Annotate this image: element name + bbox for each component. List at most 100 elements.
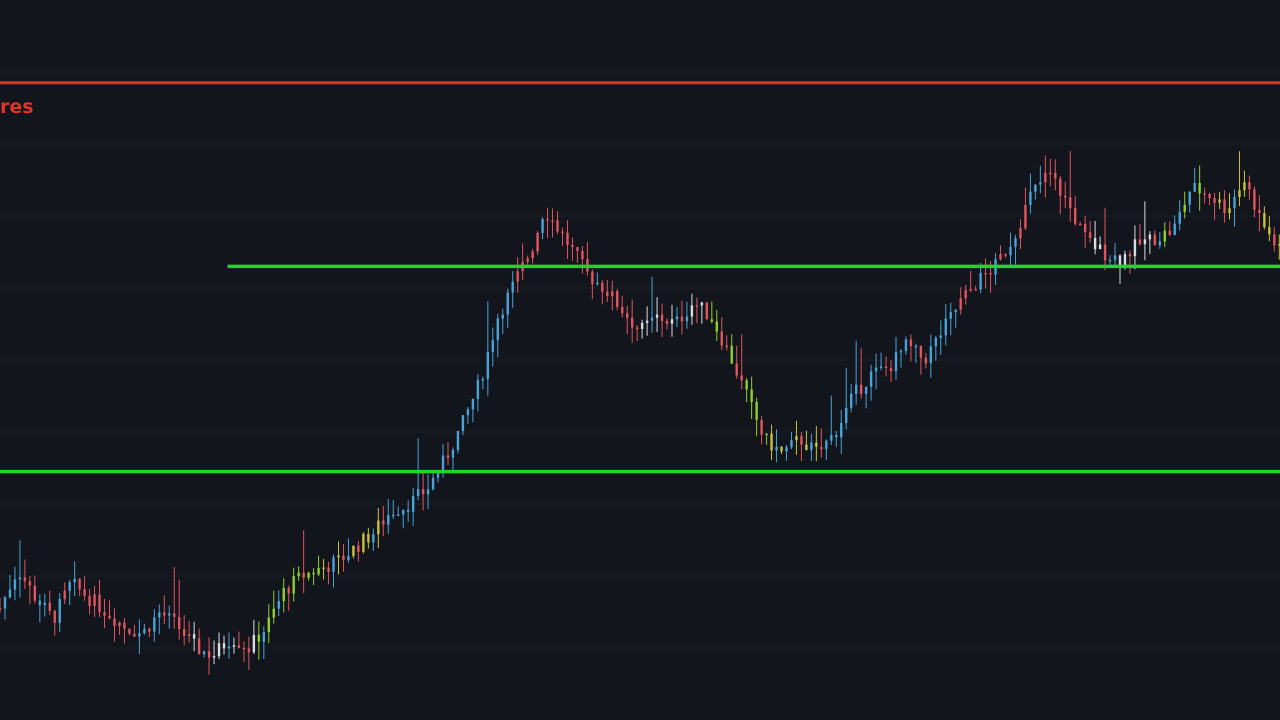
candle bbox=[1188, 191, 1191, 213]
candle bbox=[207, 637, 211, 675]
candle-body bbox=[720, 331, 723, 346]
candle bbox=[521, 243, 524, 280]
candle bbox=[830, 395, 833, 446]
candle-body bbox=[451, 449, 455, 458]
candle bbox=[307, 571, 310, 581]
candle bbox=[501, 308, 504, 335]
candle-body bbox=[1183, 204, 1186, 212]
grid-lines bbox=[0, 71, 1280, 649]
candle bbox=[1113, 243, 1117, 267]
candle-body bbox=[1153, 234, 1157, 246]
candle bbox=[187, 620, 191, 643]
candle bbox=[292, 567, 295, 602]
candle-body bbox=[695, 305, 699, 307]
candle bbox=[1193, 167, 1196, 192]
candle bbox=[337, 541, 340, 575]
candle-body bbox=[526, 258, 529, 262]
candle-body bbox=[581, 251, 584, 260]
candle bbox=[1078, 221, 1082, 226]
candle bbox=[670, 304, 674, 337]
candle bbox=[33, 575, 37, 604]
candle bbox=[1153, 230, 1157, 246]
candle-body bbox=[1258, 209, 1261, 214]
candle-body bbox=[212, 656, 216, 658]
candle-body bbox=[745, 380, 748, 390]
candle-body bbox=[1178, 211, 1181, 224]
candle bbox=[1088, 221, 1092, 243]
candle bbox=[277, 590, 280, 616]
candle bbox=[735, 345, 738, 379]
candle-body bbox=[979, 272, 982, 290]
candle bbox=[914, 343, 918, 363]
candle-body bbox=[1103, 244, 1107, 261]
candle-body bbox=[242, 647, 246, 650]
candle-body bbox=[1074, 208, 1077, 224]
candle-body bbox=[8, 589, 12, 598]
candle bbox=[357, 540, 360, 562]
candle-body bbox=[1168, 230, 1171, 235]
candle bbox=[451, 447, 455, 472]
candle-body bbox=[571, 244, 574, 248]
candle-body bbox=[13, 579, 17, 590]
candle bbox=[1029, 173, 1032, 214]
candle bbox=[730, 334, 733, 365]
candle bbox=[143, 623, 146, 635]
candle-body bbox=[1193, 182, 1196, 192]
candle-body bbox=[1163, 230, 1166, 242]
candle-body bbox=[257, 634, 261, 642]
candle bbox=[78, 578, 81, 596]
candle-body bbox=[307, 572, 310, 578]
candle bbox=[566, 220, 569, 260]
candle-body bbox=[675, 316, 679, 320]
candle-body bbox=[461, 415, 465, 431]
candle bbox=[192, 621, 196, 652]
candle-body bbox=[476, 379, 480, 399]
candle-body bbox=[959, 298, 962, 310]
candle bbox=[63, 582, 66, 604]
candle-body bbox=[287, 587, 290, 594]
candle-body bbox=[596, 282, 599, 285]
candle bbox=[630, 299, 634, 343]
candle bbox=[1203, 187, 1206, 204]
candle-body bbox=[362, 533, 365, 552]
candle-body bbox=[1158, 241, 1162, 246]
candle-body bbox=[810, 442, 813, 451]
candle-body bbox=[1069, 197, 1072, 209]
candle-body bbox=[531, 251, 534, 259]
candle-body bbox=[28, 581, 32, 586]
candle-body bbox=[954, 309, 957, 313]
candle bbox=[725, 335, 728, 351]
candle-body bbox=[491, 340, 494, 352]
candle-body bbox=[217, 643, 221, 657]
candle-body bbox=[1108, 259, 1112, 262]
candle bbox=[247, 636, 251, 671]
candle-body bbox=[377, 520, 380, 535]
candle-body bbox=[237, 645, 241, 648]
candle bbox=[1248, 175, 1251, 200]
candle-body bbox=[207, 651, 211, 658]
candle bbox=[1258, 195, 1261, 232]
candle bbox=[586, 241, 589, 276]
candle bbox=[894, 337, 898, 380]
candle-body bbox=[1253, 189, 1256, 210]
candle-body bbox=[352, 545, 355, 557]
candle bbox=[227, 632, 231, 659]
candle-body bbox=[222, 643, 226, 649]
candle bbox=[665, 318, 669, 330]
candle-body bbox=[1024, 204, 1027, 229]
candle-body bbox=[1188, 191, 1191, 205]
candle-body bbox=[680, 316, 684, 322]
candle-body bbox=[78, 578, 81, 590]
candle bbox=[1213, 192, 1216, 220]
candle-body bbox=[83, 589, 86, 596]
candle bbox=[212, 640, 216, 665]
candle-body bbox=[1029, 191, 1032, 205]
candle-body bbox=[342, 555, 345, 561]
candle bbox=[899, 348, 903, 368]
candle-body bbox=[53, 610, 56, 623]
candle bbox=[705, 302, 709, 320]
candle bbox=[1019, 219, 1022, 250]
candle-body bbox=[884, 366, 888, 369]
candle-body bbox=[899, 350, 903, 353]
candle-body bbox=[1083, 223, 1087, 233]
